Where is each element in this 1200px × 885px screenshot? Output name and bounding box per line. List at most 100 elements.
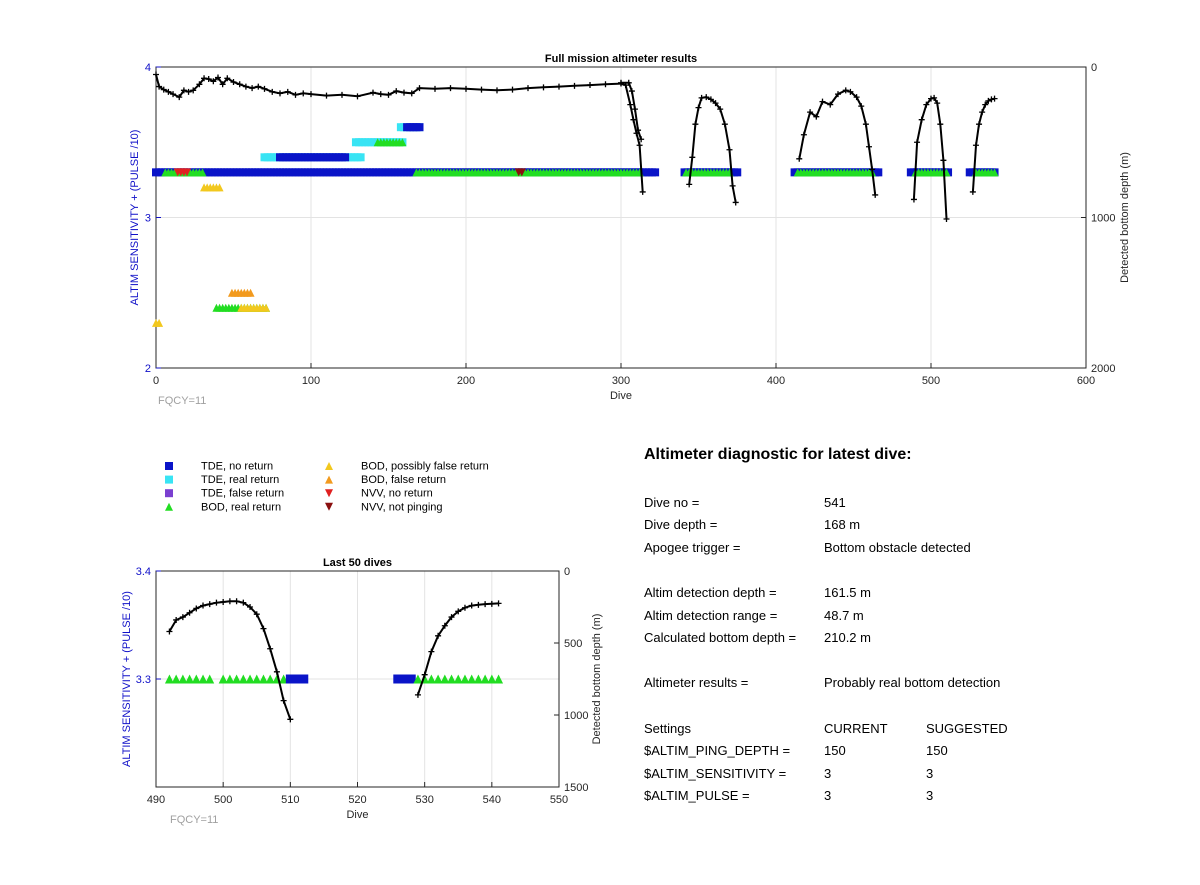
depth-point — [721, 121, 728, 128]
depth-point — [703, 94, 710, 101]
depth-point — [441, 622, 448, 629]
x-axis-label: Dive — [346, 809, 368, 821]
depth-point — [166, 628, 173, 635]
y-tick-label: 4 — [145, 62, 151, 74]
altim-marker — [426, 674, 436, 684]
diag-value-altim-detection-depth: 161.5 m — [824, 585, 871, 600]
depth-point — [842, 87, 849, 94]
diagnostic-title: Altimeter diagnostic for latest dive: — [644, 446, 912, 463]
depth-point — [416, 85, 423, 92]
depth-point — [273, 668, 280, 675]
setting-current-pulse: 3 — [824, 788, 832, 803]
depth-point — [186, 609, 193, 616]
x-tick-label: 200 — [457, 375, 475, 387]
y-tick-label: 2 — [145, 363, 151, 375]
depth-point — [571, 82, 578, 89]
depth-point — [494, 87, 500, 94]
altim-marker — [245, 674, 255, 684]
y2-axis-label: Detected bottom depth (m) — [1119, 152, 1131, 283]
depth-series-line — [168, 600, 292, 720]
depth-point — [835, 91, 841, 98]
depth-point — [991, 95, 998, 102]
altim-marker — [215, 183, 224, 192]
depth-point — [300, 90, 307, 97]
diag-value-dive-depth: 168 m — [824, 517, 861, 532]
depth-point — [627, 101, 634, 108]
depth-point — [236, 81, 243, 88]
depth-point — [205, 76, 212, 83]
altim-marker — [356, 153, 365, 162]
x-tick-label: 300 — [612, 375, 630, 387]
diag-label-altimeter-results: Altimeter results = — [644, 675, 749, 690]
y-axis-label: ALTIM SENSITIVITY + (PULSE /10) — [129, 130, 141, 306]
altim-marker — [415, 123, 424, 132]
depth-point — [179, 614, 186, 621]
y-tick-label: 3.4 — [136, 566, 151, 578]
depth-point — [976, 121, 983, 128]
depth-point — [233, 598, 240, 605]
depth-point — [200, 602, 207, 609]
depth-point — [639, 188, 646, 195]
depth-point — [393, 88, 400, 95]
setting-current-ping-depth: 150 — [824, 743, 846, 758]
depth-point — [988, 96, 995, 103]
depth-series-line — [912, 96, 948, 220]
settings-header-label: Settings — [644, 721, 691, 736]
chart-title: Full mission altimeter results — [545, 53, 697, 65]
depth-point — [432, 85, 438, 92]
depth-point — [695, 104, 702, 111]
altim-marker — [292, 674, 302, 684]
depth-point — [732, 199, 739, 206]
legend-label: BOD, real return — [201, 501, 281, 513]
diag-value-calculated-bottom-depth: 210.2 m — [824, 630, 871, 645]
depth-point — [796, 155, 803, 162]
diag-value-altim-detection-range: 48.7 m — [824, 608, 864, 623]
depth-point — [468, 602, 475, 609]
depth-point — [160, 86, 167, 93]
depth-point — [323, 92, 330, 99]
legend-marker — [325, 489, 333, 498]
depth-point — [280, 697, 287, 704]
depth-point — [495, 600, 502, 607]
altim-marker — [406, 674, 416, 684]
depth-point — [847, 88, 854, 95]
diag-label-calculated-bottom-depth: Calculated bottom depth = — [644, 630, 797, 645]
legend-marker — [325, 502, 333, 511]
depth-point — [242, 83, 249, 90]
x-tick-label: 530 — [415, 794, 433, 806]
altim-marker — [473, 674, 483, 684]
depth-point — [853, 94, 860, 101]
depth-point — [931, 94, 938, 101]
fqcy-annotation: FQCY=11 — [158, 395, 206, 407]
depth-point — [193, 605, 200, 612]
depth-point — [625, 79, 632, 86]
legend-marker — [165, 475, 173, 484]
y2-tick-label: 0 — [1091, 62, 1097, 74]
depth-point — [866, 143, 872, 150]
depth-point — [190, 87, 197, 94]
x-axis-label: Dive — [610, 390, 632, 402]
depth-point — [729, 182, 736, 189]
depth-point — [636, 142, 643, 149]
depth-point — [937, 121, 944, 128]
altim-marker — [874, 168, 883, 177]
depth-point — [261, 85, 268, 92]
depth-point — [985, 97, 992, 104]
x-tick-label: 100 — [302, 375, 320, 387]
depth-point — [923, 101, 930, 108]
depth-point — [940, 157, 947, 164]
altim-marker — [517, 168, 526, 177]
setting-suggested-pulse: 3 — [926, 788, 934, 803]
depth-point — [934, 100, 941, 107]
altim-marker — [232, 674, 242, 684]
legend-marker — [165, 489, 173, 498]
altim-marker — [299, 674, 309, 684]
setting-label-pulse: $ALTIM_PULSE = — [644, 788, 750, 803]
depth-point — [602, 81, 609, 88]
depth-point — [435, 632, 442, 639]
legend-label: TDE, no return — [201, 461, 273, 473]
depth-point — [800, 131, 807, 138]
setting-current-sensitivity: 3 — [824, 766, 832, 781]
